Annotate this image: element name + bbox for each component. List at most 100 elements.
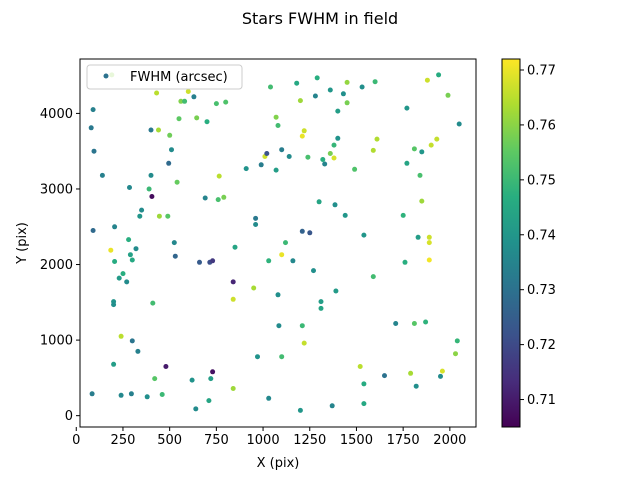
data-point xyxy=(438,373,443,379)
data-point xyxy=(127,185,132,190)
data-point xyxy=(361,232,367,238)
data-point xyxy=(344,79,350,85)
data-point xyxy=(127,252,133,258)
data-point xyxy=(331,155,337,161)
data-point xyxy=(178,98,184,104)
data-point xyxy=(111,361,117,367)
data-point xyxy=(128,391,134,397)
x-tick-label: 500 xyxy=(157,433,182,448)
data-point xyxy=(332,202,338,208)
data-point xyxy=(297,98,303,104)
data-point xyxy=(402,259,408,265)
data-point xyxy=(393,321,399,326)
y-tick-label: 4000 xyxy=(40,107,73,122)
data-point xyxy=(232,244,238,250)
data-point xyxy=(194,115,200,121)
data-point xyxy=(112,259,118,264)
data-point xyxy=(335,135,341,141)
data-point xyxy=(340,91,346,97)
data-point xyxy=(90,228,96,233)
y-tick-label: 3000 xyxy=(40,182,73,197)
data-point xyxy=(111,302,117,308)
data-point xyxy=(176,116,182,122)
data-point xyxy=(273,114,279,120)
data-point xyxy=(301,340,307,346)
data-point xyxy=(112,224,118,230)
data-point xyxy=(258,162,264,168)
data-point xyxy=(413,383,419,389)
data-point xyxy=(118,392,124,398)
y-axis-label: Y (pix) xyxy=(15,222,30,265)
data-point xyxy=(311,268,316,274)
data-point xyxy=(453,351,458,357)
data-point xyxy=(266,258,272,264)
data-point xyxy=(204,119,210,125)
data-point xyxy=(454,338,460,344)
data-point xyxy=(322,161,328,167)
legend-box xyxy=(86,64,243,90)
data-point xyxy=(116,275,122,281)
x-tick-label: 2000 xyxy=(433,433,466,448)
data-point xyxy=(286,154,292,159)
data-point xyxy=(352,166,358,172)
x-tick-label: 0 xyxy=(72,433,80,448)
legend: FWHM (arcsec) xyxy=(86,64,243,90)
data-point xyxy=(185,89,191,94)
data-point xyxy=(275,123,281,128)
data-point xyxy=(216,173,222,179)
data-point xyxy=(133,246,139,252)
data-point xyxy=(243,166,249,172)
data-point xyxy=(434,136,440,142)
data-point xyxy=(318,299,324,305)
data-point xyxy=(404,105,410,111)
y-tick-label: 1000 xyxy=(40,334,73,349)
data-point xyxy=(305,154,311,160)
data-point xyxy=(206,398,212,404)
data-point xyxy=(154,90,160,96)
colorbar-tick-label: 0.77 xyxy=(527,63,556,78)
data-point xyxy=(370,147,376,153)
data-point xyxy=(137,213,143,219)
data-point xyxy=(152,376,158,382)
data-point xyxy=(191,94,197,100)
data-point xyxy=(221,194,227,200)
data-point xyxy=(126,237,132,243)
x-tick-label: 1500 xyxy=(340,433,373,448)
colorbar-tick-label: 0.71 xyxy=(527,393,556,408)
data-point xyxy=(150,300,156,306)
data-point xyxy=(230,386,236,391)
colorbar-frame xyxy=(501,58,521,428)
data-point xyxy=(335,108,341,114)
data-point xyxy=(89,391,95,397)
legend-marker xyxy=(103,73,109,79)
x-tick-label: 1750 xyxy=(387,433,420,448)
data-point xyxy=(174,179,180,185)
data-point xyxy=(312,93,318,99)
data-point xyxy=(165,213,171,219)
colorbar-gradient xyxy=(502,59,520,427)
data-point xyxy=(253,215,259,221)
data-point xyxy=(169,147,174,153)
data-point xyxy=(359,84,365,90)
data-point xyxy=(439,368,445,374)
data-point xyxy=(264,151,270,156)
data-point xyxy=(182,98,188,104)
colorbar-tick-label: 0.75 xyxy=(527,173,556,188)
data-point xyxy=(139,207,145,213)
data-point xyxy=(314,75,320,81)
points-layer xyxy=(88,72,462,413)
data-point xyxy=(372,79,378,85)
data-point xyxy=(135,348,141,354)
data-point xyxy=(197,259,202,265)
data-point xyxy=(189,377,195,383)
chart-title: Stars FWHM in field xyxy=(242,9,398,28)
data-point xyxy=(279,354,285,360)
data-point xyxy=(91,148,97,154)
x-axis-ticks: 0 250 500 750 1000 1250 1500 1750 2000 xyxy=(72,427,466,448)
data-point xyxy=(299,228,305,234)
data-point xyxy=(99,172,105,178)
data-point xyxy=(266,395,272,401)
data-point xyxy=(171,240,177,246)
data-point xyxy=(118,333,124,339)
